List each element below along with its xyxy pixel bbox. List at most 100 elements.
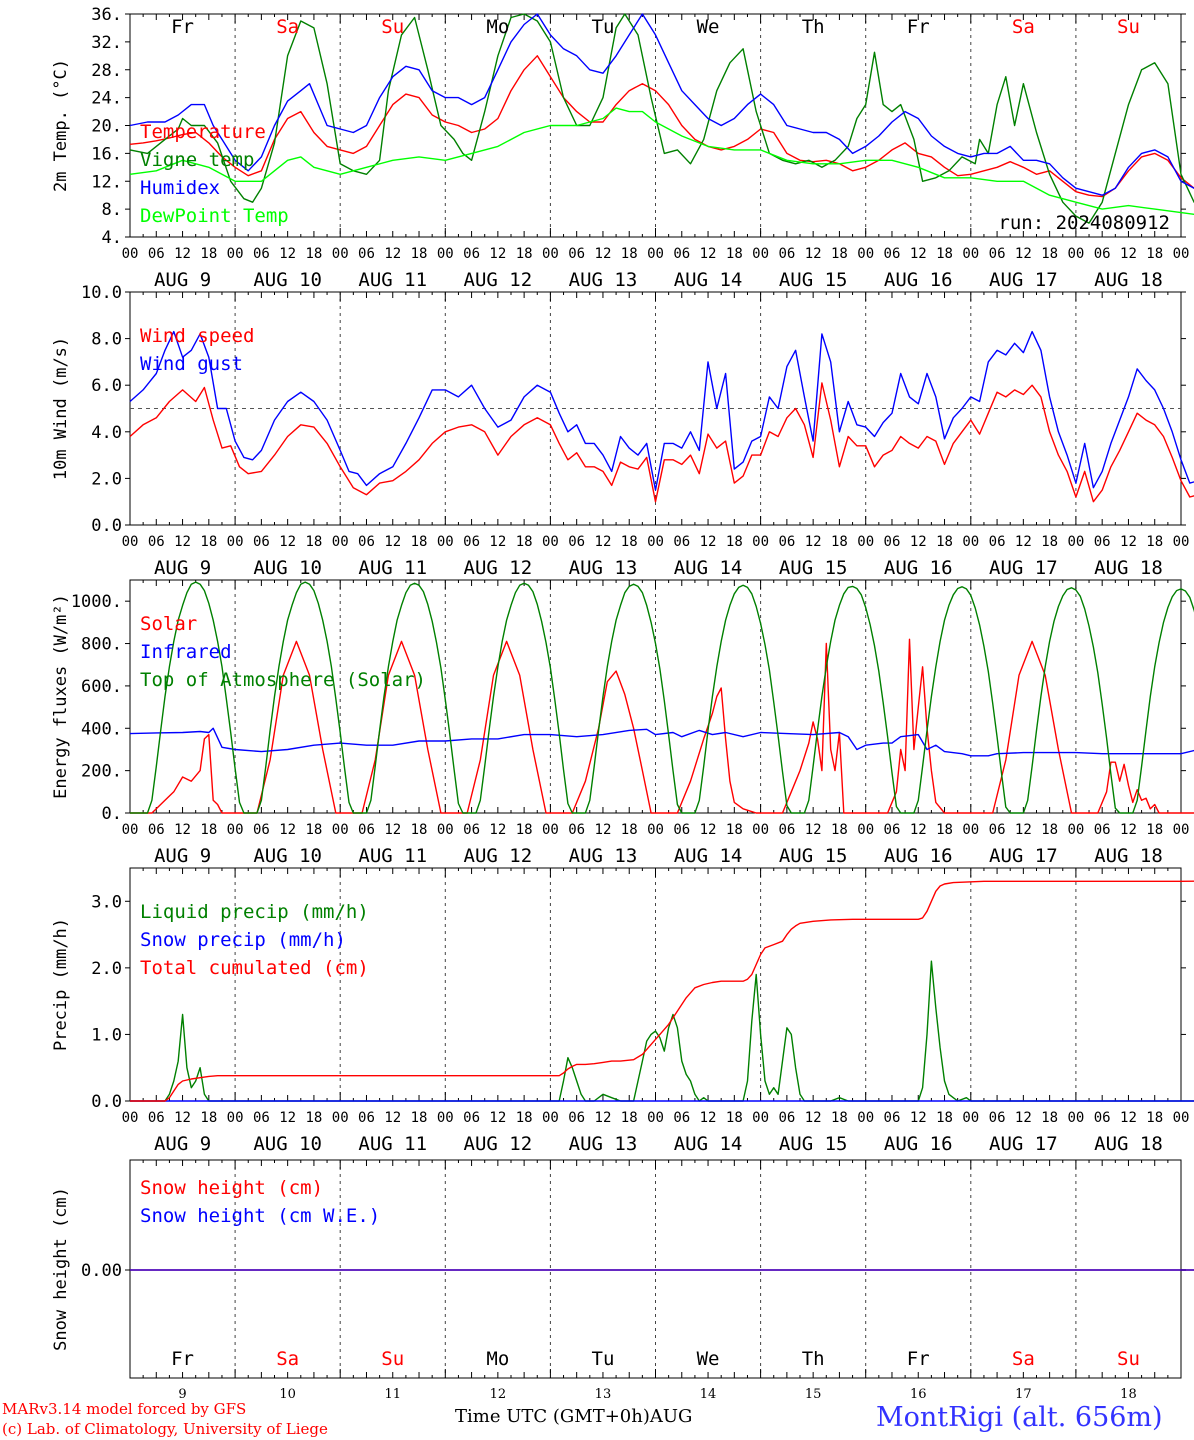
series-dewpoint-temp (129, 107, 1194, 216)
hour-label: 18 (831, 534, 848, 550)
hour-label: 06 (253, 822, 270, 838)
y-tick-label: 2.0 (91, 959, 122, 979)
date-label: AUG 15 (779, 1133, 848, 1155)
hour-label: 12 (174, 1110, 191, 1126)
hour-label: 00 (122, 246, 139, 262)
hour-label: 18 (936, 246, 953, 262)
date-label: AUG 11 (358, 845, 427, 867)
hour-label: 06 (1094, 822, 1111, 838)
date-label: AUG 16 (884, 557, 953, 579)
day-number: 18 (1120, 1387, 1137, 1402)
hour-label: 06 (568, 534, 585, 550)
hour-label: 18 (1041, 822, 1058, 838)
hour-label: 18 (621, 534, 638, 550)
hour-label: 00 (437, 1110, 454, 1126)
hour-label: 06 (148, 1110, 165, 1126)
hour-label: 00 (1067, 822, 1084, 838)
hour-label: 00 (332, 822, 349, 838)
hour-label: 12 (279, 246, 296, 262)
legend-entry: Snow height (cm W.E.) (140, 1205, 380, 1227)
panel-5: 0.00 Snow height (cm) Snow height (cm) Snow… (51, 1159, 1194, 1379)
hour-label: 18 (200, 534, 217, 550)
hour-label: 00 (857, 534, 874, 550)
y-tick-label: 32. (91, 33, 122, 53)
date-label: AUG 10 (253, 845, 322, 867)
hour-label: 12 (1015, 534, 1032, 550)
legend-entry: Temperature (140, 121, 266, 143)
date-label: AUG 12 (464, 269, 533, 291)
hour-label: 06 (1094, 1110, 1111, 1126)
run-label: run: 2024080912 (998, 212, 1170, 234)
day-name: Su (1117, 16, 1140, 38)
legend-entry: Humidex (140, 177, 220, 199)
hour-label: 12 (595, 1110, 612, 1126)
y-tick-label: 36. (91, 5, 122, 25)
hour-label: 06 (673, 822, 690, 838)
date-label: AUG 10 (253, 269, 322, 291)
hour-label: 00 (752, 822, 769, 838)
hour-label: 18 (726, 1110, 743, 1126)
y-tick-label: 0.00 (81, 1261, 122, 1281)
day-name: Su (381, 1348, 404, 1370)
hour-label: 00 (542, 1110, 559, 1126)
date-label: AUG 18 (1094, 269, 1163, 291)
date-label: AUG 13 (569, 557, 638, 579)
hour-label: 06 (884, 246, 901, 262)
hour-label: 12 (595, 246, 612, 262)
hour-label: 06 (463, 534, 480, 550)
hour-label: 18 (200, 246, 217, 262)
date-label: AUG 18 (1094, 557, 1163, 579)
series-solar (130, 638, 1194, 814)
hour-label: 06 (778, 534, 795, 550)
hour-label: 18 (200, 1110, 217, 1126)
series-vigne-temp (129, 13, 1194, 224)
hour-label: 18 (1146, 822, 1163, 838)
date-label: AUG 12 (464, 1133, 533, 1155)
y-tick-label: 1000. (71, 592, 122, 612)
hour-label: 00 (332, 534, 349, 550)
hour-label: 12 (805, 1110, 822, 1126)
hour-label: 12 (489, 1110, 506, 1126)
series-top-of-atmosphere-solar- (130, 581, 1194, 814)
hour-label: 18 (1041, 1110, 1058, 1126)
panel-3: 0. 200. 400. 600. 800. 1000.Energy fluxes (W/… (51, 579, 1194, 867)
date-label: AUG 10 (253, 557, 322, 579)
day-name: We (697, 1348, 720, 1370)
date-label: AUG 16 (884, 845, 953, 867)
hour-label: 00 (857, 246, 874, 262)
hour-label: 00 (437, 534, 454, 550)
hour-label: 00 (962, 534, 979, 550)
hour-label: 06 (1094, 246, 1111, 262)
day-number: 10 (279, 1387, 296, 1402)
day-name: Fr (907, 1348, 930, 1370)
hour-label: 00 (1067, 534, 1084, 550)
hour-label: 12 (700, 822, 717, 838)
y-tick-label: 24. (91, 89, 122, 109)
hour-label: 00 (1173, 534, 1190, 550)
date-label: AUG 10 (253, 1133, 322, 1155)
y-tick-label: 16. (91, 144, 122, 164)
y-tick-label: 800. (81, 635, 122, 655)
hour-label: 18 (411, 1110, 428, 1126)
hour-label: 00 (332, 246, 349, 262)
hour-label: 12 (700, 534, 717, 550)
hour-label: 06 (778, 1110, 795, 1126)
hour-label: 18 (305, 246, 322, 262)
hour-label: 18 (621, 246, 638, 262)
hour-label: 12 (279, 1110, 296, 1126)
day-name: Th (802, 1348, 825, 1370)
hour-label: 18 (411, 822, 428, 838)
date-label: AUG 9 (154, 1133, 211, 1155)
panel-2: 0.0 2.0 4.0 6.0 8.0 10.0 10m Wind (m/s) Wind sp… (51, 283, 1194, 579)
legend-entry: Infrared (140, 641, 232, 663)
hour-label: 06 (148, 534, 165, 550)
y-tick-label: 0.0 (91, 1092, 122, 1112)
date-label: AUG 11 (358, 557, 427, 579)
date-label: AUG 15 (779, 557, 848, 579)
y-tick-label: 6.0 (91, 376, 122, 396)
hour-label: 12 (1120, 1110, 1137, 1126)
hour-label: 06 (148, 822, 165, 838)
hour-label: 00 (1173, 822, 1190, 838)
hour-label: 06 (989, 1110, 1006, 1126)
